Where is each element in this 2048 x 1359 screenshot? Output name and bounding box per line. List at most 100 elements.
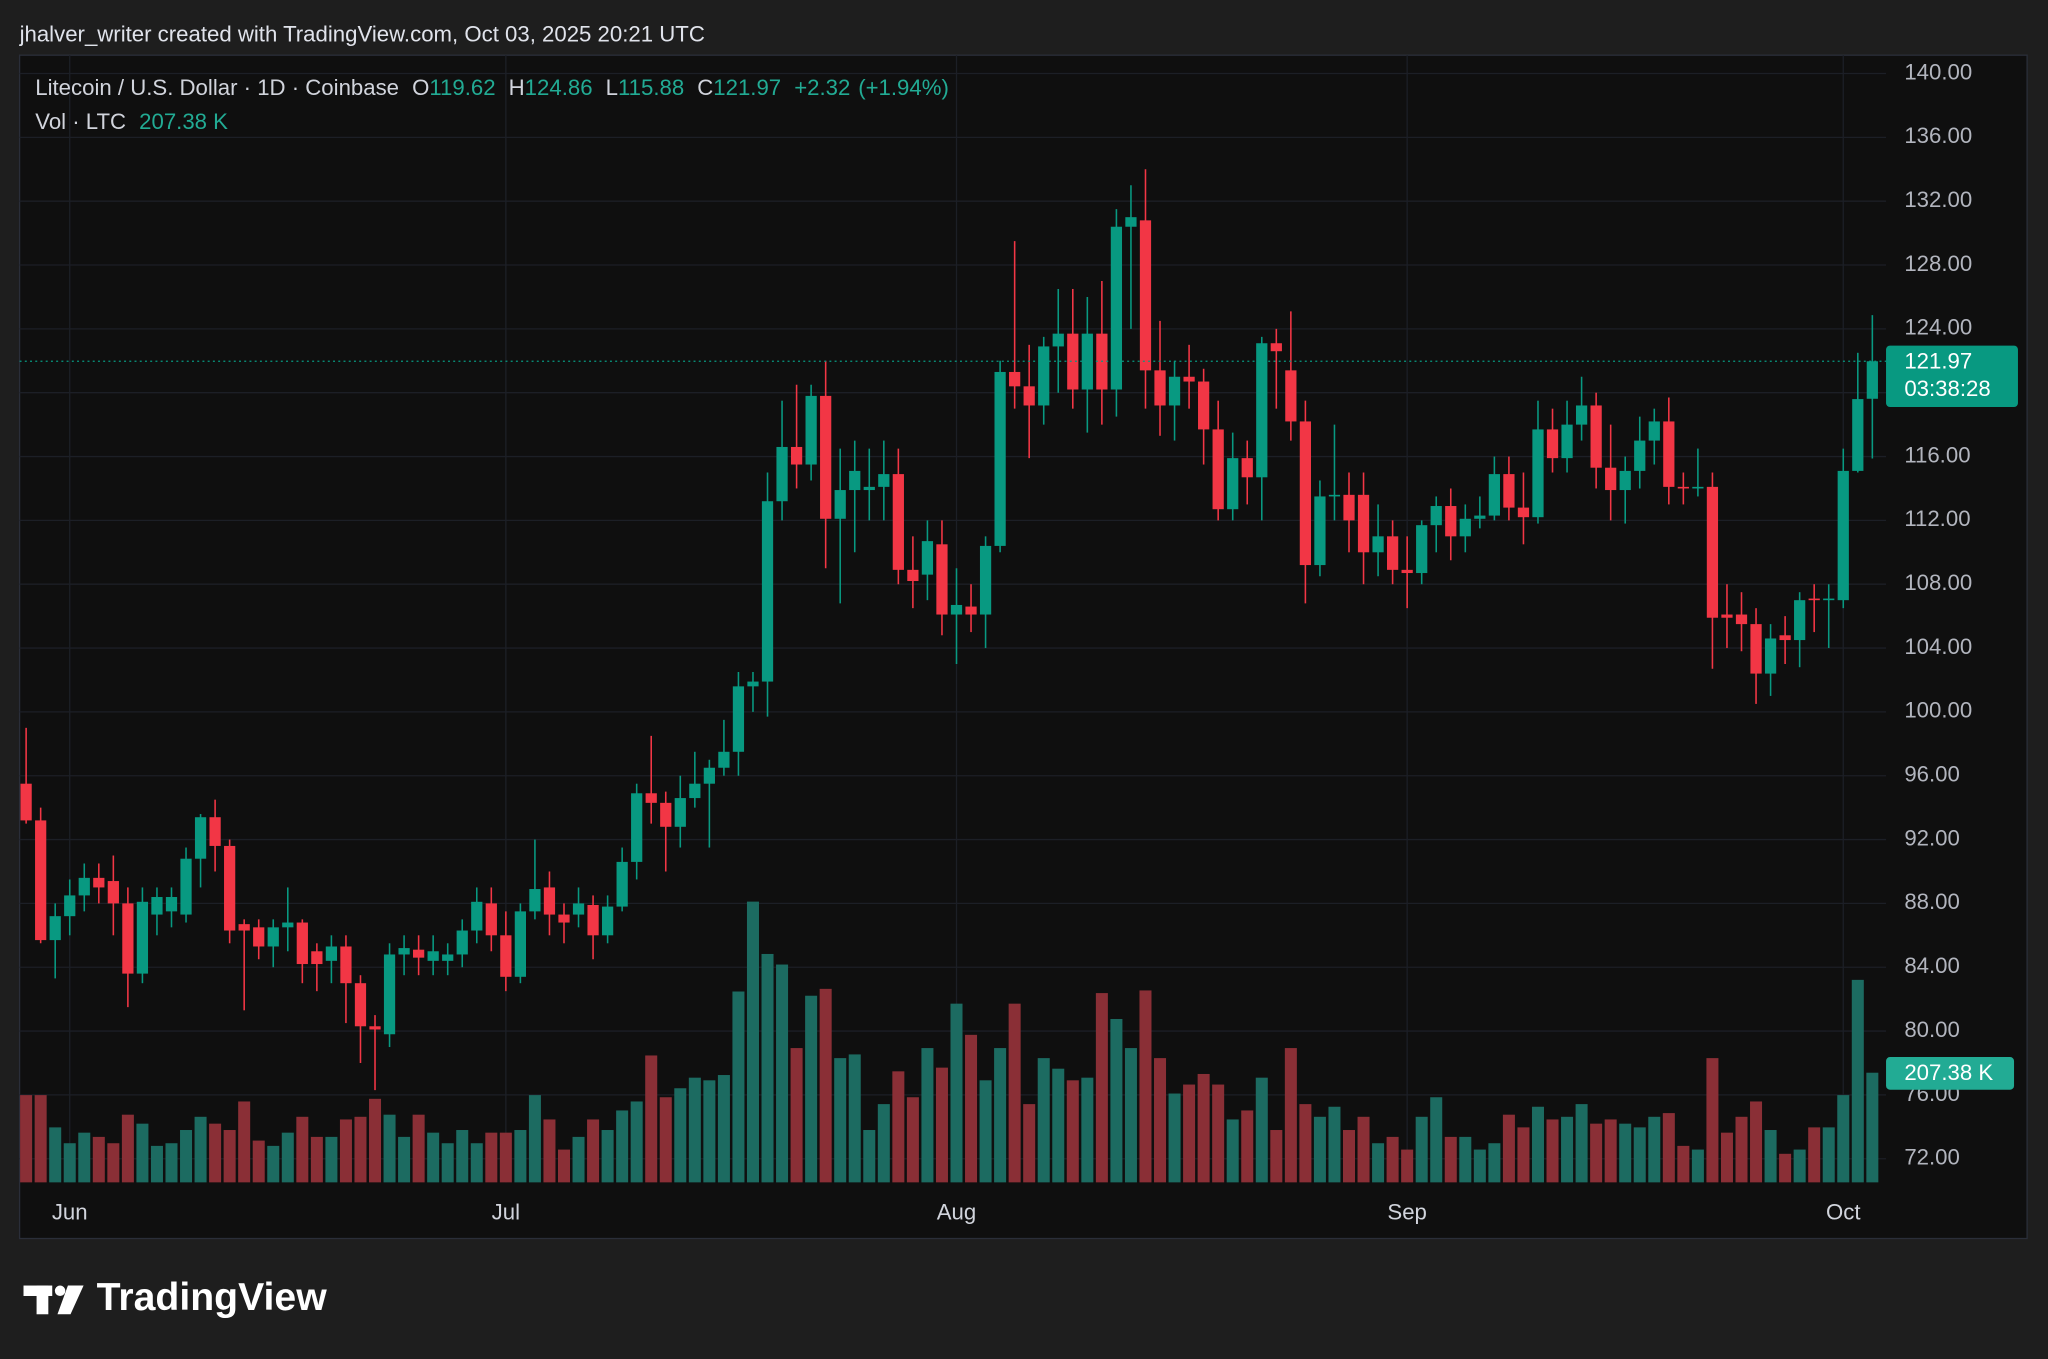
volume-bar: [1284, 1048, 1297, 1183]
candle-body: [1139, 220, 1152, 371]
volume-bar: [1851, 979, 1864, 1183]
y-tick-label: 88.00: [1904, 889, 1960, 914]
candle-body: [1517, 507, 1530, 518]
candle-body: [965, 606, 977, 615]
candle-body: [834, 490, 846, 519]
last-price-label: 121.97: [1904, 348, 1972, 373]
volume-bar: [1401, 1149, 1414, 1183]
volume-bar: [1212, 1084, 1225, 1183]
volume-bar: [1342, 1130, 1356, 1183]
volume-bar: [848, 1054, 861, 1183]
volume-bar: [1328, 1106, 1341, 1183]
volume-bar: [1866, 1072, 1879, 1183]
volume-bar: [1037, 1058, 1050, 1183]
volume-bar: [906, 1097, 919, 1183]
candle-body: [180, 858, 192, 915]
candle-body: [209, 817, 221, 846]
candle-body: [1677, 486, 1689, 489]
volume-bar: [1270, 1130, 1283, 1183]
candle-body: [1546, 429, 1559, 459]
candle-body: [1285, 370, 1297, 422]
candle-body: [1154, 370, 1166, 406]
candle-body: [1299, 421, 1312, 566]
volume-bar: [165, 1143, 178, 1183]
candle-body: [1575, 405, 1588, 425]
candle-body: [194, 817, 207, 859]
volume-bar: [1590, 1123, 1603, 1183]
candle-body: [398, 948, 410, 955]
candle-body: [1241, 458, 1253, 478]
volume-bar: [485, 1132, 498, 1183]
volume-bar: [1313, 1116, 1326, 1183]
volume-bar: [557, 1149, 571, 1183]
volume-title: Vol · LTC: [35, 109, 126, 134]
symbol-title: Litecoin / U.S. Dollar · 1D · Coinbase: [35, 75, 399, 100]
volume-bar: [528, 1095, 541, 1183]
candle-body: [253, 927, 265, 947]
volume-bar: [1372, 1143, 1385, 1183]
volume-bar: [499, 1132, 512, 1183]
volume-bar: [1837, 1095, 1850, 1183]
last-price-badge: [1886, 345, 2018, 407]
candle-body: [311, 951, 323, 965]
candle-body: [1866, 361, 1878, 399]
volume-layer: [20, 901, 1879, 1183]
volume-bar: [616, 1110, 629, 1183]
candle-body: [1634, 440, 1646, 471]
volume-bar: [1081, 1077, 1094, 1183]
volume-bar: [1488, 1143, 1501, 1183]
volume-bar: [1604, 1119, 1617, 1183]
candle-body: [78, 877, 90, 896]
volume-bar: [645, 1055, 658, 1183]
candle-body: [1125, 217, 1137, 227]
candle-body: [543, 887, 556, 915]
volume-bar: [1444, 1136, 1457, 1183]
candle-body: [689, 783, 701, 799]
logo-part: [54, 1285, 66, 1296]
volume-bar: [1706, 1058, 1719, 1183]
volume-bar: [1139, 990, 1152, 1183]
volume-bar: [1124, 1048, 1137, 1183]
volume-bar: [717, 1075, 730, 1183]
candle-body: [165, 897, 178, 912]
volume-bar: [935, 1067, 948, 1183]
volume-bar: [1793, 1149, 1806, 1183]
volume-bar: [223, 1130, 236, 1183]
y-tick-label: 100.00: [1904, 698, 1972, 723]
candle-body: [761, 501, 774, 682]
candle-body: [863, 486, 875, 491]
volume-bar: [587, 1119, 600, 1183]
candle-body: [1823, 598, 1835, 601]
volume-bar: [136, 1123, 149, 1183]
candle-body: [1721, 614, 1733, 618]
volume-bar: [1197, 1073, 1210, 1183]
volume-bar: [1095, 993, 1108, 1183]
y-tick-label: 72.00: [1904, 1145, 1960, 1170]
candle-body: [1401, 569, 1413, 574]
candle-body: [1212, 429, 1224, 510]
volume-bar: [427, 1132, 440, 1183]
candle-body: [1168, 376, 1181, 406]
chart-panel: [18, 54, 2028, 1240]
volume-bar: [819, 988, 832, 1183]
attribution: jhalver_writer created with TradingView.…: [19, 21, 705, 46]
candle-body: [1416, 525, 1428, 574]
volume-bar: [1459, 1136, 1472, 1183]
y-tick-label: 136.00: [1904, 123, 1972, 148]
y-tick-label: 140.00: [1904, 59, 1972, 84]
candle-body: [1808, 598, 1820, 601]
volume-bar: [805, 995, 818, 1183]
volume-bar: [1808, 1127, 1821, 1183]
volume-bar: [1066, 1080, 1079, 1183]
y-tick-label: 84.00: [1904, 953, 1960, 978]
candle-body: [1256, 343, 1268, 478]
volume-bar: [1008, 1003, 1021, 1183]
candle-body: [892, 474, 904, 570]
candle-body: [93, 877, 105, 888]
candle-body: [1590, 405, 1602, 468]
volume-bar: [776, 964, 789, 1183]
candle-body: [1430, 506, 1442, 526]
volume-bar: [746, 901, 759, 1183]
brand-logo: TradingView: [23, 1276, 327, 1319]
